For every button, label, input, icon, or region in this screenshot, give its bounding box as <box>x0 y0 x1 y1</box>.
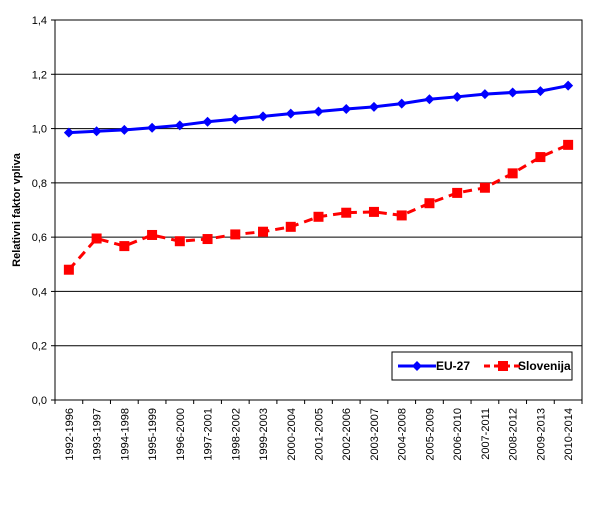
data-point <box>424 198 435 209</box>
legend-marker <box>412 361 422 371</box>
x-tick-label: 1996-2000 <box>175 408 187 461</box>
y-tick-label: 0,4 <box>32 286 47 298</box>
data-point <box>368 206 379 217</box>
data-point <box>313 106 324 117</box>
x-tick-label: 1993-1997 <box>92 408 104 461</box>
data-point <box>91 233 102 244</box>
x-tick-label: 2000-2004 <box>286 408 298 461</box>
data-point <box>507 168 518 179</box>
plot-area <box>54 19 583 401</box>
data-point <box>396 98 407 109</box>
x-tick-label: 2007-2011 <box>480 408 492 460</box>
data-point <box>479 89 490 100</box>
data-point <box>341 207 352 218</box>
x-tick-label: 2006-2010 <box>452 408 464 461</box>
y-tick-labels: 0,0 0,2 0,4 0,6 0,8 1,0 1,2 1,4 <box>32 15 47 407</box>
data-point <box>507 87 518 98</box>
y-tick-label: 1,4 <box>32 15 47 27</box>
data-point <box>452 187 463 198</box>
data-point <box>202 116 213 127</box>
data-point <box>424 94 435 105</box>
x-tick-label: 2009-2013 <box>535 408 547 461</box>
y-tick-label: 0,6 <box>32 232 47 244</box>
data-point <box>313 211 324 222</box>
data-point <box>563 139 574 150</box>
data-point <box>119 124 130 135</box>
x-tick-labels: 1992-1996 1993-1997 1994-1998 1995-1999 1996… <box>64 408 575 461</box>
x-tick-label: 1999-2003 <box>258 408 270 461</box>
data-point <box>563 80 574 91</box>
data-point <box>174 236 185 247</box>
data-point <box>119 241 130 252</box>
data-point <box>368 101 379 112</box>
gridlines <box>51 19 583 404</box>
y-tick-label: 1,2 <box>32 69 47 81</box>
data-point <box>202 234 213 245</box>
x-tick-label: 2003-2007 <box>369 408 381 461</box>
x-tick-label: 2008-2012 <box>508 408 520 461</box>
x-tick-label: 2004-2008 <box>397 408 409 461</box>
data-point <box>535 86 546 97</box>
x-tick-label: 1992-1996 <box>64 408 76 461</box>
x-tick-label: 2002-2006 <box>341 408 353 461</box>
data-point <box>479 182 490 193</box>
y-axis-title: Relativni faktor vpliva <box>11 152 23 267</box>
data-point <box>258 111 269 122</box>
data-point <box>258 226 269 237</box>
legend-label: Slovenija <box>518 359 571 373</box>
y-tick-label: 0,2 <box>32 341 47 353</box>
data-point <box>174 120 185 131</box>
y-tick-label: 0,8 <box>32 178 47 190</box>
data-point <box>285 221 296 232</box>
x-tick-label: 1995-1999 <box>147 408 159 461</box>
data-point <box>396 210 407 221</box>
data-point <box>147 122 158 133</box>
y-tick-label: 1,0 <box>32 124 47 136</box>
x-tick-label: 1994-1998 <box>119 408 131 461</box>
data-point <box>147 229 158 240</box>
legend: EU-27 Slovenija <box>391 351 573 381</box>
y-tick-label: 0,0 <box>32 395 47 407</box>
x-tick-label: 1998-2002 <box>230 408 242 461</box>
x-tick-label: 2001-2005 <box>314 408 326 461</box>
y-axis-title-group: Relativni faktor vpliva <box>11 152 23 267</box>
legend-marker <box>498 361 508 371</box>
x-tick-label: 1997-2001 <box>203 408 215 461</box>
x-tick-label: 2005-2009 <box>424 408 436 461</box>
series-group <box>63 80 574 275</box>
data-point <box>230 229 241 240</box>
data-point <box>341 104 352 115</box>
data-point <box>91 126 102 137</box>
data-point <box>230 114 241 125</box>
data-point <box>535 152 546 163</box>
data-point <box>285 108 296 119</box>
data-point <box>63 127 74 138</box>
legend-label: EU-27 <box>436 359 470 373</box>
data-point <box>63 264 74 275</box>
data-point <box>452 91 463 102</box>
x-tick-label: 2010-2014 <box>563 408 575 461</box>
